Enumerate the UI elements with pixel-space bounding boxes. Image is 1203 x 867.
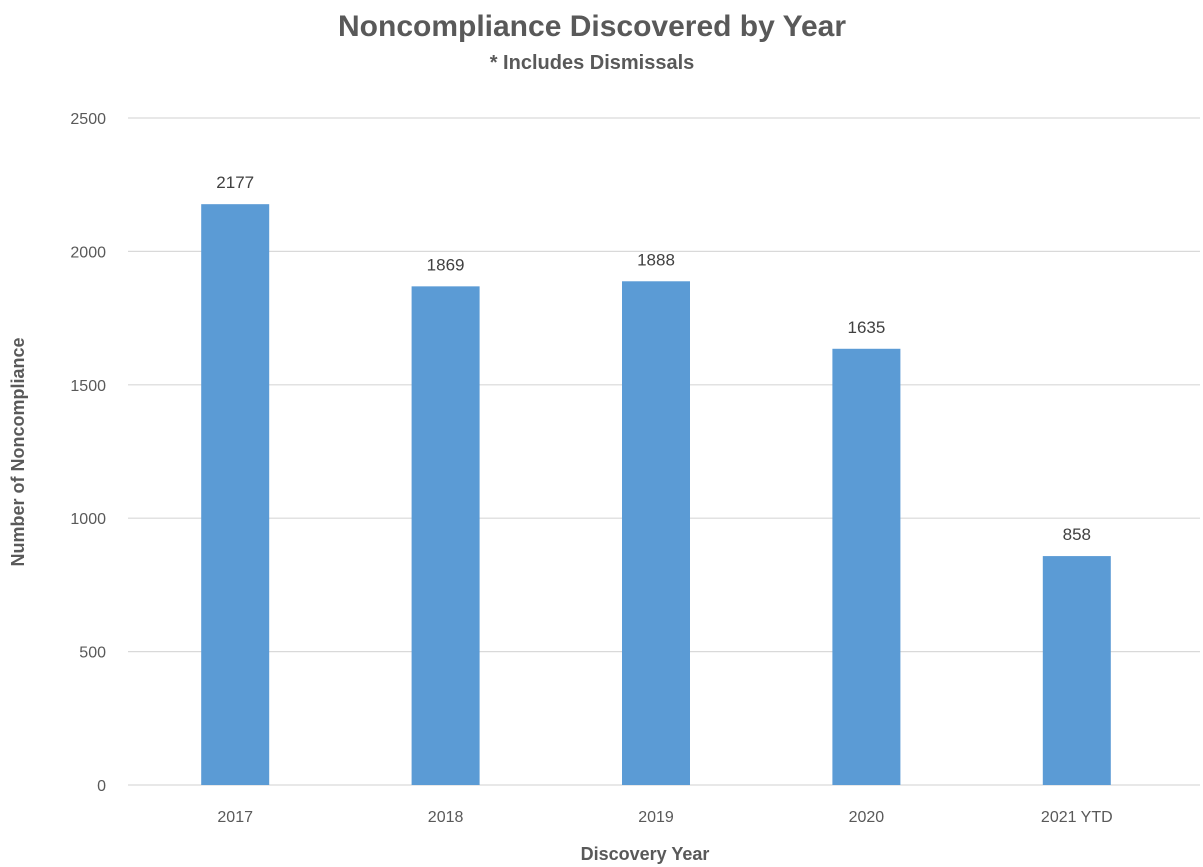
y-tick-label: 2000	[70, 244, 106, 261]
data-labels: 2177 1869 1888 1635 858	[216, 173, 1091, 544]
bar	[832, 348, 901, 785]
bar	[1042, 556, 1111, 785]
x-tick-label: 2018	[428, 809, 464, 826]
data-label: 2177	[216, 173, 254, 192]
chart-title: Noncompliance Discovered by Year	[338, 10, 846, 43]
data-label: 1635	[847, 318, 885, 337]
y-axis-title: Number of Noncompliance	[8, 337, 28, 566]
x-tick-label: 2017	[217, 809, 253, 826]
y-tick-label: 0	[97, 778, 106, 795]
chart-subtitle: * Includes Dismissals	[490, 52, 695, 74]
y-tick-label: 500	[79, 645, 106, 662]
bar	[201, 204, 270, 786]
x-axis-ticks: 2017 2018 2019 2020 2021 YTD	[217, 809, 1112, 826]
bars	[201, 204, 1111, 786]
data-label: 1888	[637, 250, 675, 269]
data-label: 1869	[427, 255, 465, 274]
x-axis-title: Discovery Year	[581, 844, 710, 864]
bar	[411, 286, 480, 785]
y-tick-label: 1000	[70, 511, 106, 528]
x-tick-label: 2019	[638, 809, 674, 826]
y-tick-label: 2500	[70, 111, 106, 128]
bar	[622, 281, 690, 785]
x-tick-label: 2021 YTD	[1041, 809, 1113, 826]
y-tick-label: 1500	[70, 378, 106, 395]
y-axis-ticks: 0 500 1000 1500 2000 2500	[70, 111, 106, 795]
x-tick-label: 2020	[849, 809, 885, 826]
data-label: 858	[1063, 525, 1091, 544]
